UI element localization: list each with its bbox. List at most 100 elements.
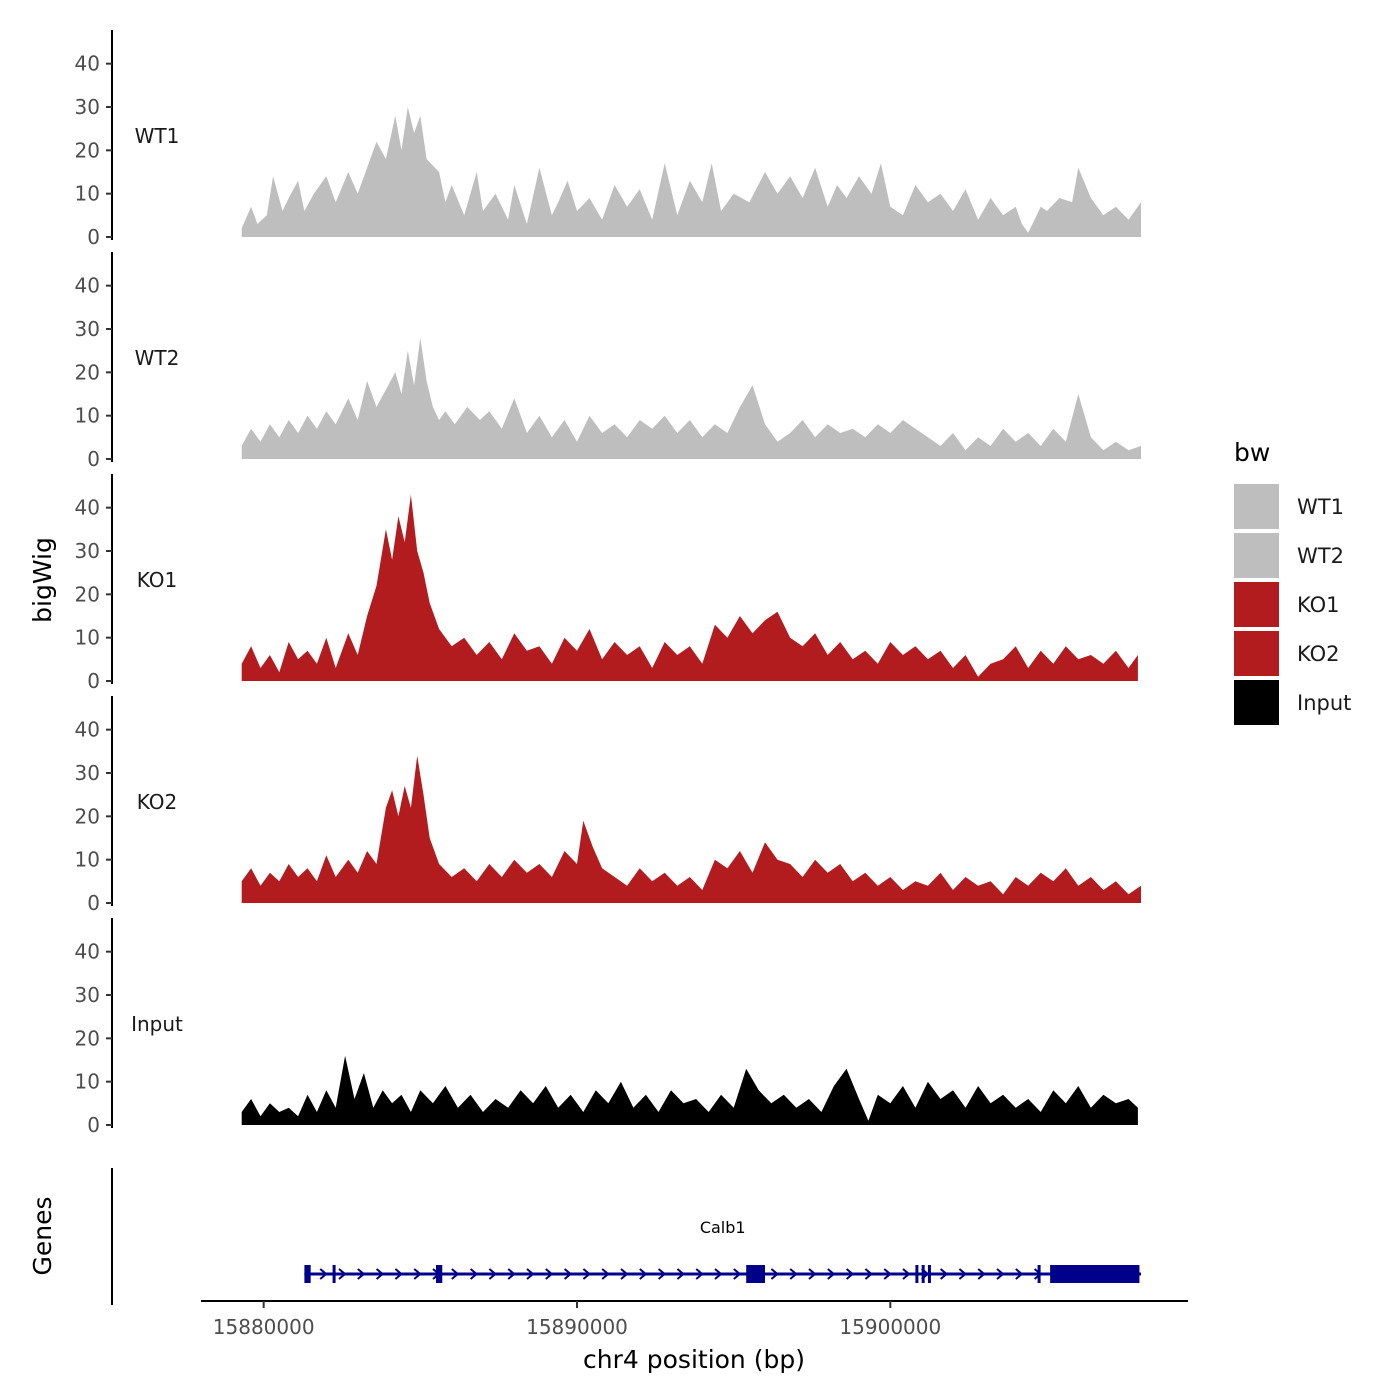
gene-name: Calb1	[700, 1218, 746, 1237]
gene-exon	[921, 1265, 925, 1283]
y-tick-label: 40	[75, 718, 100, 742]
legend: bw WT1 WT2 KO1 KO2 Input	[1234, 438, 1351, 725]
strand-arrow	[319, 1268, 328, 1280]
y-tick-label: 20	[75, 360, 100, 384]
strand-arrow	[1015, 1268, 1024, 1280]
strand-arrow	[545, 1268, 554, 1280]
gene-exon	[332, 1265, 336, 1283]
tracks-layer: 0 10 20 30 40 WT1 0 10 20 30 40 WT2 0 10 20 30 40 KO1 0 10 2…	[75, 30, 1141, 1137]
track-panel-wt2: 0 10 20 30 40 WT2	[75, 252, 1141, 471]
track-label: WT2	[135, 346, 180, 370]
y-tick-label: 20	[75, 804, 100, 828]
x-axis: 15880000 15890000 15900000	[201, 1300, 1188, 1339]
strand-arrow	[714, 1268, 723, 1280]
x-tick-label: 15900000	[839, 1315, 941, 1339]
strand-arrow	[469, 1268, 479, 1280]
strand-arrow	[526, 1268, 535, 1280]
y-tick-label: 0	[87, 225, 100, 249]
strand-arrow	[676, 1268, 685, 1280]
y-tick-label: 0	[87, 891, 100, 915]
x-tick-label: 15880000	[213, 1315, 315, 1339]
legend-label: Input	[1297, 691, 1351, 715]
legend-label: WT2	[1297, 544, 1344, 568]
strand-arrow	[996, 1268, 1005, 1280]
gene-exon	[915, 1265, 919, 1283]
track-label: WT1	[135, 124, 180, 148]
legend-swatch	[1234, 680, 1279, 725]
strand-arrow	[958, 1268, 967, 1280]
strand-arrow	[601, 1268, 610, 1280]
strand-arrow	[357, 1268, 366, 1280]
signal-area	[241, 1055, 1138, 1125]
gene-exon	[304, 1265, 311, 1283]
legend-swatch	[1234, 484, 1279, 529]
y-tick-label: 0	[87, 1113, 100, 1137]
y-tick-label: 10	[75, 626, 100, 650]
strand-arrow	[902, 1268, 911, 1280]
strand-arrow	[582, 1268, 591, 1280]
legend-swatch	[1234, 533, 1279, 578]
gene-exon	[1037, 1265, 1041, 1283]
strand-arrow	[845, 1268, 855, 1280]
legend-swatch	[1234, 631, 1279, 676]
strand-arrow	[375, 1268, 385, 1280]
strand-arrow	[883, 1268, 892, 1280]
gene-exon	[1050, 1265, 1140, 1283]
strand-arrow	[563, 1268, 573, 1280]
strand-arrow	[338, 1268, 347, 1280]
y-tick-label: 20	[75, 1026, 100, 1050]
strand-arrow	[770, 1268, 779, 1280]
signal-area	[241, 494, 1138, 681]
y-tick-label: 40	[75, 940, 100, 964]
y-tick-label: 0	[87, 447, 100, 471]
legend-label: KO1	[1297, 593, 1340, 617]
y-tick-label: 40	[75, 496, 100, 520]
y-tick-label: 30	[75, 983, 100, 1007]
track-label: Input	[131, 1012, 183, 1036]
strand-arrow	[789, 1268, 798, 1280]
strand-arrow	[733, 1268, 742, 1280]
y-tick-label: 30	[75, 95, 100, 119]
y-tick-label: 30	[75, 539, 100, 563]
strand-arrow	[413, 1268, 422, 1280]
strand-arrow	[695, 1268, 704, 1280]
gene-exon	[746, 1265, 765, 1283]
y-tick-label: 30	[75, 761, 100, 785]
x-tick-label: 15890000	[526, 1315, 628, 1339]
y-axis-title: bigWig	[28, 537, 57, 623]
gene-exon	[436, 1265, 443, 1283]
strand-arrow	[639, 1268, 648, 1280]
y-tick-label: 20	[75, 138, 100, 162]
legend-label: WT1	[1297, 495, 1344, 519]
gene-exon	[927, 1265, 931, 1283]
strand-arrow	[864, 1268, 873, 1280]
track-panel-input: 0 10 20 30 40 Input	[75, 918, 1138, 1137]
track-label: KO2	[137, 790, 178, 814]
strand-arrow	[657, 1268, 667, 1280]
legend-title: bw	[1234, 438, 1270, 467]
track-panel-ko2: 0 10 20 30 40 KO2	[75, 696, 1141, 915]
strand-arrow	[939, 1268, 949, 1280]
track-label: KO1	[137, 568, 178, 592]
strand-arrow	[808, 1268, 817, 1280]
signal-area	[241, 337, 1141, 459]
strand-arrow	[488, 1268, 497, 1280]
strand-arrow	[620, 1268, 629, 1280]
y-tick-label: 40	[75, 52, 100, 76]
genes-axis-title: Genes	[28, 1196, 57, 1275]
y-tick-label: 10	[75, 848, 100, 872]
strand-arrow	[507, 1268, 516, 1280]
legend-label: KO2	[1297, 642, 1340, 666]
y-tick-label: 0	[87, 669, 100, 693]
y-tick-label: 30	[75, 317, 100, 341]
y-tick-label: 10	[75, 404, 100, 428]
strand-arrow	[977, 1268, 986, 1280]
signal-area	[241, 107, 1141, 237]
y-tick-label: 10	[75, 182, 100, 206]
signal-area	[241, 755, 1141, 903]
y-tick-label: 10	[75, 1070, 100, 1094]
strand-arrow	[827, 1268, 836, 1280]
legend-swatch	[1234, 582, 1279, 627]
track-panel-wt1: 0 10 20 30 40 WT1	[75, 30, 1141, 249]
